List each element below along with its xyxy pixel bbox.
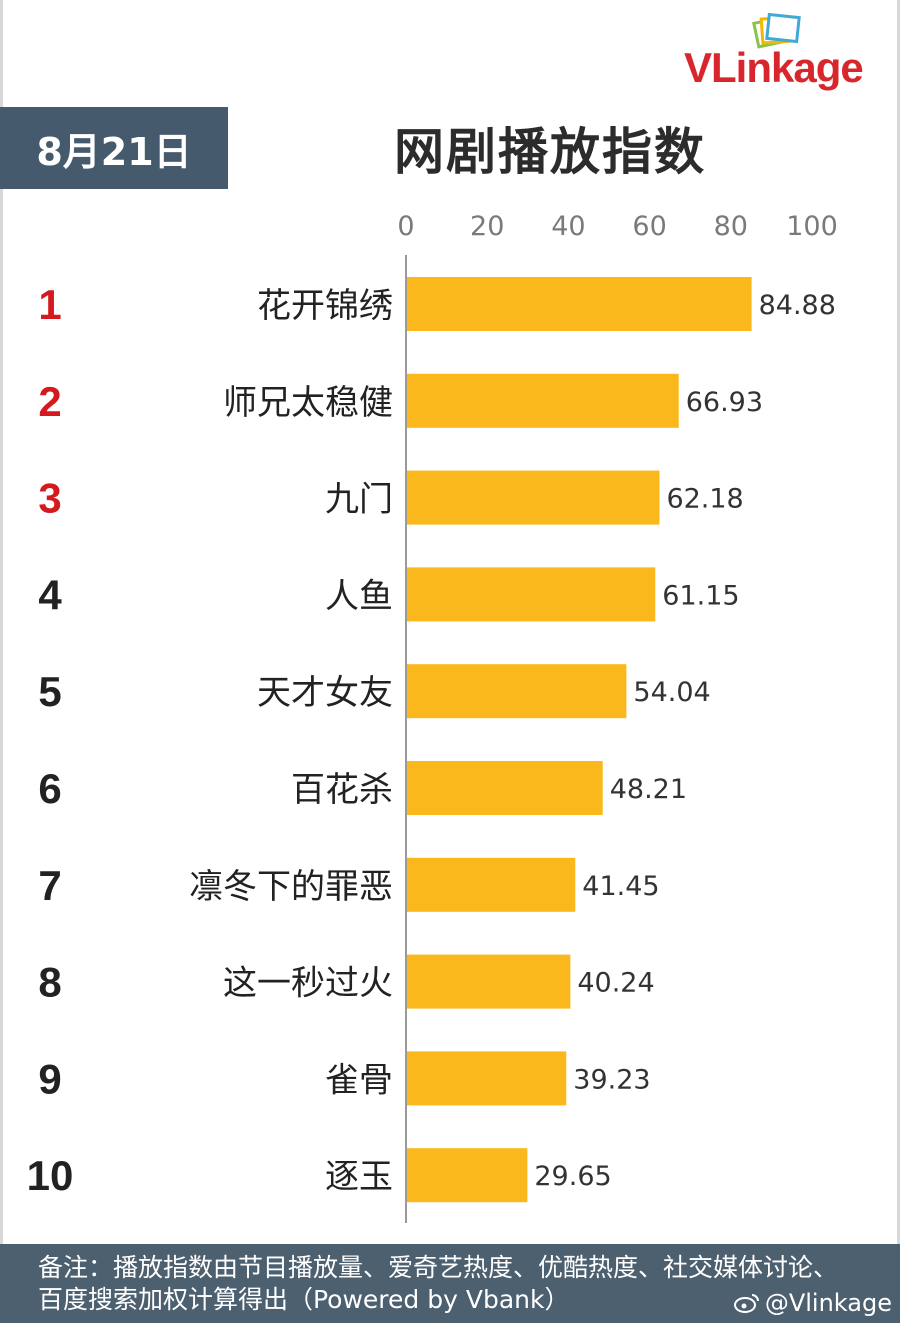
bar [407, 373, 679, 428]
date-label: 8月21日 [36, 129, 192, 174]
rank-label: 4 [38, 571, 62, 618]
bar-chart: 0 20 40 60 80 100 1 花开锦绣 84.88 2 师兄太稳健 66.93 3 九门 62.1… [27, 211, 838, 1223]
x-tick-label: 40 [551, 211, 585, 242]
bar [407, 664, 627, 719]
cards-logo-icon [752, 12, 801, 49]
data-label: 84.88 [759, 290, 836, 321]
logo-text: VLinkage [684, 44, 864, 92]
x-tick-label: 100 [786, 211, 838, 242]
data-label: 39.23 [573, 1064, 650, 1095]
logo-v: V [684, 44, 712, 91]
category-label: 人鱼 [325, 576, 393, 616]
rank-label: 2 [38, 378, 61, 425]
bar [407, 857, 576, 912]
x-tick-label: 0 [397, 211, 414, 242]
x-tick-label: 80 [714, 211, 748, 242]
bar [407, 954, 571, 1009]
frame-left [0, 0, 3, 1323]
rank-label: 9 [38, 1055, 61, 1102]
bar [407, 1051, 567, 1106]
weibo-watermark: @Vlinkage [733, 1289, 892, 1317]
data-label: 54.04 [633, 677, 710, 708]
footer-note: 备注：播放指数由节目播放量、爱奇艺热度、优酷热度、社交媒体讨论、百度搜索加权计算… [38, 1253, 839, 1314]
bar [407, 761, 603, 815]
data-label: 66.93 [686, 387, 763, 418]
x-tick-label: 20 [470, 211, 504, 242]
logo-rest: Linkage [711, 44, 864, 91]
bar [407, 567, 656, 622]
data-label: 40.24 [577, 968, 654, 999]
rank-label: 3 [38, 475, 61, 522]
category-label: 花开锦绣 [257, 286, 393, 326]
weibo-icon [733, 1294, 759, 1313]
page-title: 网剧播放指数 [394, 123, 706, 181]
footer: 备注：播放指数由节目播放量、爱奇艺热度、优酷热度、社交媒体讨论、百度搜索加权计算… [0, 1244, 900, 1323]
data-label: 48.21 [610, 774, 687, 805]
data-label: 61.15 [662, 580, 739, 611]
date-badge: 8月21日 [0, 107, 228, 189]
rank-label: 8 [38, 959, 61, 1006]
frame-right [897, 0, 900, 1323]
category-label: 这一秒过火 [223, 964, 393, 1004]
rank-label: 7 [38, 862, 61, 909]
data-label: 41.45 [582, 871, 659, 902]
data-label: 29.65 [534, 1161, 611, 1192]
category-label: 九门 [325, 480, 393, 520]
vlinkage-logo: VLinkage [684, 10, 894, 92]
rank-label: 6 [38, 765, 61, 812]
x-tick-label: 60 [632, 211, 666, 242]
category-label: 百花杀 [291, 770, 393, 810]
bar [407, 1148, 528, 1203]
rank-label: 10 [27, 1152, 74, 1199]
rank-label: 5 [38, 668, 61, 715]
category-label: 凛冬下的罪恶 [189, 867, 393, 907]
category-label: 天才女友 [257, 673, 393, 713]
data-label: 62.18 [666, 484, 743, 515]
category-label: 雀骨 [325, 1060, 393, 1100]
rank-label: 1 [38, 281, 61, 328]
bar [407, 277, 752, 331]
bar [407, 470, 660, 525]
watermark-text: @Vlinkage [764, 1289, 892, 1317]
category-label: 逐玉 [325, 1157, 393, 1197]
category-label: 师兄太稳健 [223, 383, 393, 423]
